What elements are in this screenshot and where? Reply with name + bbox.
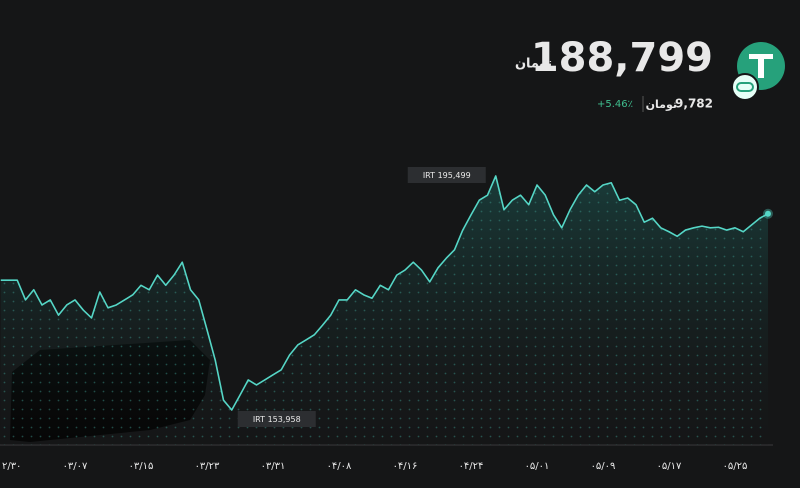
x-tick-label: ۰۴/۲۴ bbox=[459, 461, 484, 472]
x-tick-label: ۰۲/۳۰ bbox=[0, 461, 21, 472]
max-label-box bbox=[407, 167, 486, 183]
percent-change: +5.46٪ bbox=[597, 99, 633, 110]
currency: تومان bbox=[515, 57, 552, 72]
x-tick-label: ۰۳/۰۷ bbox=[63, 461, 88, 472]
price: 188,799 bbox=[531, 35, 713, 81]
area-dots bbox=[0, 176, 768, 445]
x-tick-label: ۰۳/۲۳ bbox=[195, 461, 220, 472]
price-line bbox=[0, 175, 769, 411]
x-tick-label: ۰۵/۲۵ bbox=[723, 461, 748, 472]
x-tick-label: ۰۴/۰۸ bbox=[327, 461, 352, 472]
change: 9,782 bbox=[675, 97, 713, 111]
x-tick-label: ۰۵/۰۱ bbox=[525, 461, 550, 472]
x-tick-label: ۰۵/۰۹ bbox=[591, 461, 616, 472]
coin-logo bbox=[731, 42, 785, 101]
change-currency: تومان bbox=[646, 98, 677, 111]
x-tick-label: ۰۳/۳۱ bbox=[261, 461, 286, 472]
x-tick-label: ۰۴/۱۶ bbox=[393, 461, 418, 472]
last-point bbox=[765, 210, 771, 217]
x-tick-label: ۰۵/۱۷ bbox=[657, 461, 682, 472]
x-tick-label: ۰۳/۱۵ bbox=[129, 461, 154, 472]
max-label: IRT 195,499 bbox=[423, 171, 471, 180]
min-label: IRT 153,958 bbox=[253, 415, 301, 424]
min-label-box bbox=[237, 411, 316, 427]
